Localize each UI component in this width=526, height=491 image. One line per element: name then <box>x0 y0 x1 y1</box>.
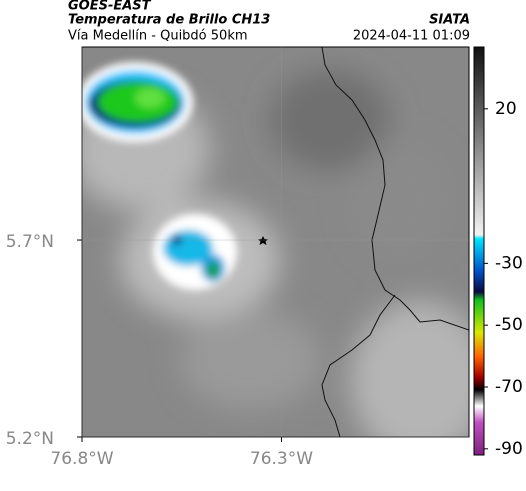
x-tick-label: 76.8°W <box>50 449 113 469</box>
colorbar <box>473 46 485 456</box>
colorbar-tick-label: -70 <box>495 377 523 397</box>
title: GOES-EAST <box>68 0 152 14</box>
y-tick-label: 5.2°N <box>6 429 54 449</box>
y-tick-label: 5.7°N <box>6 232 54 252</box>
location-marker <box>258 236 268 245</box>
colorbar-tick-label: -90 <box>495 439 523 459</box>
colorbar-tick-label: -30 <box>495 253 523 273</box>
colorbar-tick-label: 20 <box>495 99 517 119</box>
route: Vía Medellín - Quibdó 50km <box>68 29 248 44</box>
x-tick-label: 76.3°W <box>250 449 313 469</box>
satellite-image <box>82 47 469 437</box>
source: SIATA <box>429 13 470 28</box>
timestamp: 2024-04-11 01:09 <box>353 29 470 44</box>
subtitle: Temperatura de Brillo CH13 <box>68 13 270 28</box>
colorbar-tick-label: -50 <box>495 315 523 335</box>
